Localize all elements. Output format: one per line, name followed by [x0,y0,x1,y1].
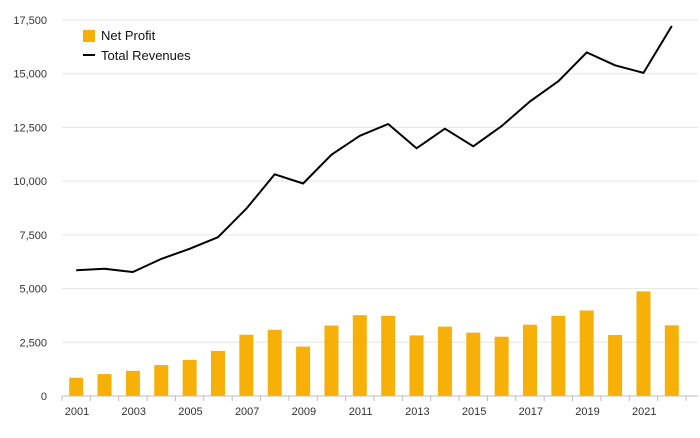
x-tick-label: 2019 [575,406,599,418]
y-tick-label: 12,500 [13,122,47,134]
bar-net-profit [381,316,395,396]
x-tick-label: 2017 [519,406,543,418]
legend-label-net-profit: Net Profit [101,28,156,43]
y-tick-label: 17,500 [13,15,47,27]
bar-net-profit [410,335,424,396]
bar-net-profit [268,330,282,396]
legend: Net Profit Total Revenues [83,28,191,63]
bar-net-profit [69,378,83,396]
legend-swatch-net-profit [83,30,95,42]
x-tick-label: 2001 [65,406,89,418]
bar-net-profit [466,333,480,396]
x-tick-label: 2011 [349,406,373,418]
legend-label-total-revenues: Total Revenues [101,48,191,63]
bar-net-profit [324,326,338,396]
bar-net-profit [636,291,650,396]
y-tick-label: 0 [41,391,47,403]
y-tick-label: 15,000 [13,69,47,81]
x-tick-label: 2021 [632,406,656,418]
x-tick-label: 2003 [121,406,145,418]
bar-net-profit [296,347,310,396]
bar-net-profit [239,335,253,396]
x-tick-label: 2013 [405,406,429,418]
bar-net-profit [183,360,197,396]
bar-net-profit [495,337,509,396]
y-tick-label: 2,500 [19,337,47,349]
y-tick-label: 5,000 [19,284,47,296]
y-tick-label: 7,500 [19,230,47,242]
x-tick-label: 2007 [235,406,259,418]
bar-net-profit [580,310,594,396]
bar-net-profit [608,335,622,396]
bar-net-profit [126,371,140,396]
bar-net-profit [551,316,565,396]
bar-net-profit [523,325,537,396]
bar-net-profit [211,351,225,396]
bar-net-profit [665,325,679,396]
gridlines [62,20,698,342]
y-tick-label: 10,000 [13,176,47,188]
bar-net-profit [154,365,168,396]
bar-net-profit [438,327,452,396]
x-tick-label: 2005 [178,406,202,418]
bar-net-profit [98,374,112,396]
x-tick-label: 2015 [462,406,486,418]
net-profit-bars [69,291,679,396]
bar-net-profit [353,315,367,396]
x-tick-label: 2009 [292,406,316,418]
